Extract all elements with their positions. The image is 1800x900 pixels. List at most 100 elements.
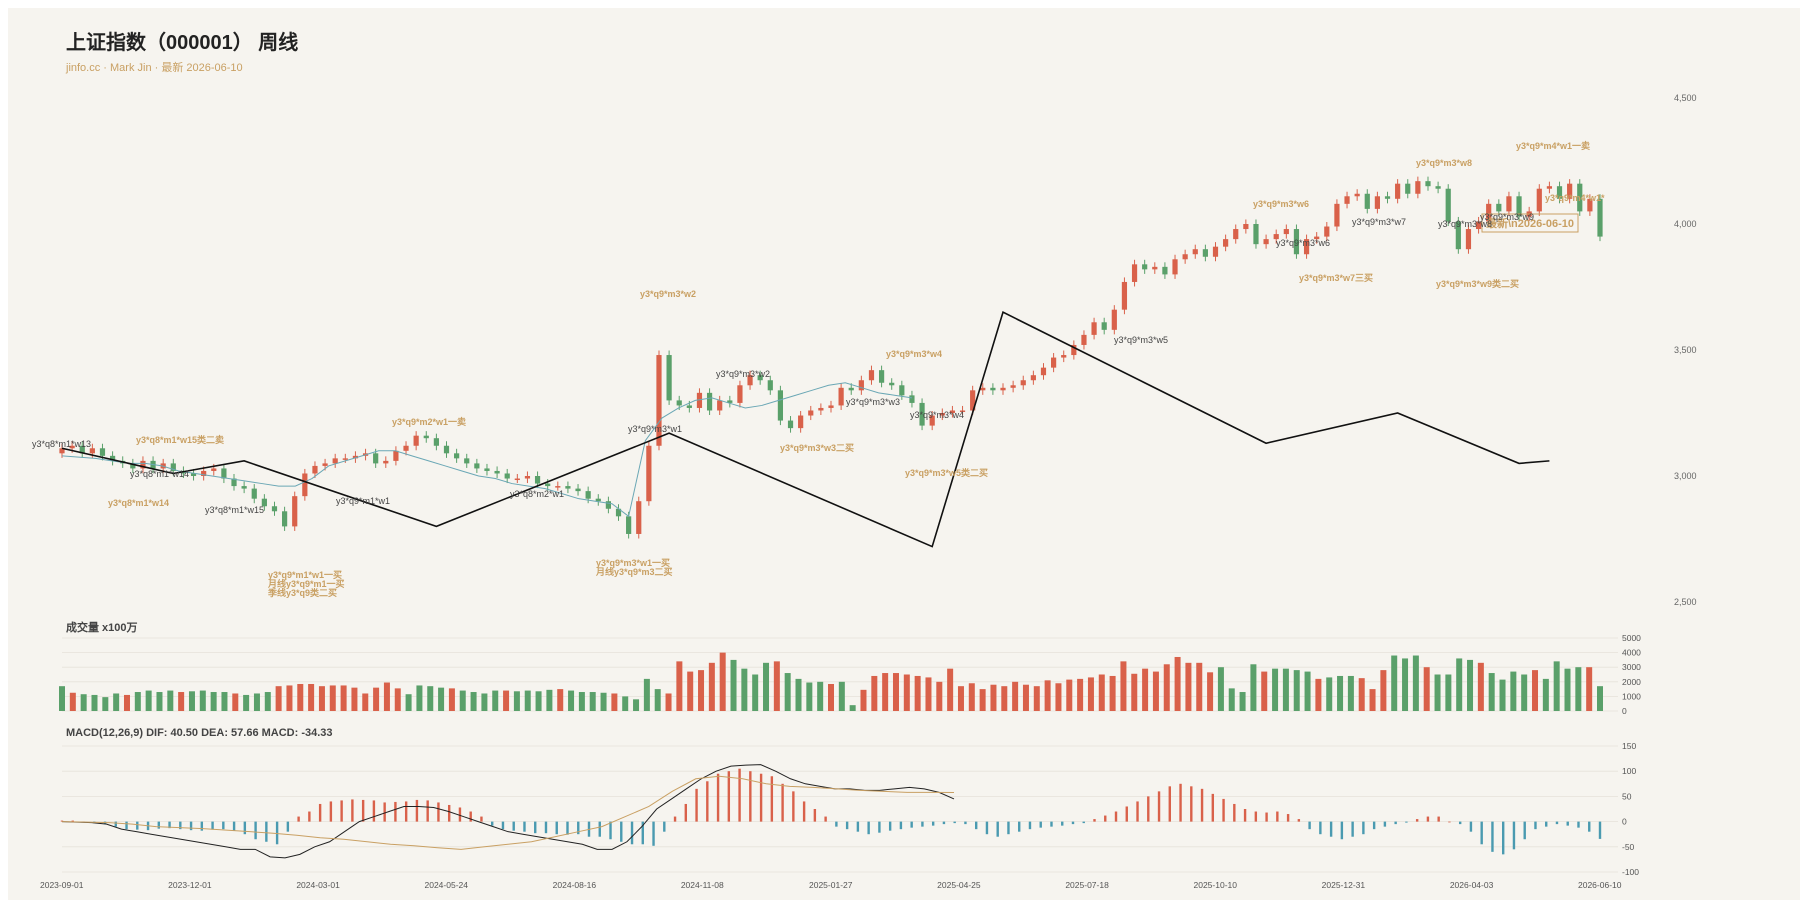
macd-bar (125, 821, 128, 830)
candle-body (808, 410, 814, 416)
macd-bar (1190, 786, 1193, 822)
candle-body (1121, 281, 1128, 310)
macd-bar (1351, 821, 1354, 837)
volume-bar (1510, 671, 1517, 711)
volume-bar (589, 692, 596, 711)
candle-body (1567, 183, 1573, 199)
volume-bar (957, 686, 964, 711)
candle-body (1263, 239, 1269, 245)
volume-bar (622, 696, 629, 711)
volume-bar (1142, 668, 1149, 711)
volume-bar (1120, 661, 1127, 711)
macd-bar (60, 820, 64, 822)
volume-bar (1315, 678, 1322, 711)
volume-bar (405, 694, 412, 711)
annotation-dark: y3*q9*m3*w2 (716, 369, 770, 379)
volume-bar (1012, 681, 1019, 711)
macd-bar (1512, 821, 1516, 850)
candle-body (1536, 188, 1542, 212)
volume-bar (340, 685, 347, 711)
candle-body (1435, 186, 1441, 189)
volume-bar (91, 694, 98, 711)
volume-bar (849, 705, 856, 711)
macd-bar (426, 800, 429, 822)
annotation-gold: y3*q9*m3*w8 (1416, 158, 1472, 168)
macd-bar (1179, 783, 1182, 822)
macd-bar (1448, 821, 1451, 823)
candle-body (1283, 229, 1289, 235)
candle-body (1182, 254, 1188, 260)
macd-bar (523, 821, 526, 832)
volume-bar (568, 690, 575, 711)
candle-body (312, 465, 318, 474)
macd-bar (114, 821, 117, 827)
candle-body (413, 435, 419, 446)
candle-body (484, 468, 490, 471)
volume-bar (1564, 668, 1571, 711)
x-tick-label: 2024-08-16 (553, 880, 597, 890)
volume-bar (979, 689, 986, 711)
macd-bar (222, 821, 225, 830)
volume-bar (1055, 683, 1062, 711)
annotation-gold: y3*q9*m1*w1一买 (268, 570, 342, 580)
candle-body (130, 463, 136, 469)
annotation-dark: y3*q9*m3*w3 (846, 397, 900, 407)
candle-body (1374, 196, 1380, 209)
candle-body (1415, 181, 1421, 194)
macd-bar (684, 803, 688, 822)
candle-body (939, 413, 945, 416)
volume-bar (687, 671, 694, 711)
volume-bar (936, 681, 943, 711)
macd-bar (1491, 821, 1494, 852)
candle-body (565, 486, 571, 489)
macd-bar (1372, 821, 1376, 830)
macd-bar (845, 821, 849, 830)
annotation-dark: y3*q9*m3*w7 (1352, 217, 1406, 227)
candle-body (545, 483, 551, 487)
candle-body (524, 476, 531, 479)
candle-body (1010, 385, 1016, 388)
annotation-gold: y3*q9*m3*w3二买 (780, 443, 854, 453)
macd-y-tick-label: -50 (1622, 842, 1635, 852)
macd-bar (243, 821, 247, 835)
macd-bar (1018, 821, 1021, 832)
annotation-dark: y3*q9*m3*w1 (628, 424, 682, 434)
candle-body (706, 392, 713, 411)
macd-bar (361, 799, 365, 822)
macd-bar (835, 821, 838, 827)
macd-bar (792, 791, 795, 822)
candle-body (302, 473, 308, 497)
macd-bar (136, 821, 139, 830)
volume-bar (1521, 674, 1528, 711)
macd-bar (1028, 821, 1032, 830)
volume-bar (1542, 678, 1549, 711)
volume-bar (633, 699, 640, 711)
x-tick-label: 2025-12-31 (1322, 880, 1366, 890)
candle-body (1324, 226, 1330, 237)
volume-bar (643, 678, 650, 711)
annotation-gold: 最新\n2026-06-10 (1486, 216, 1574, 230)
volume-bar (188, 691, 195, 711)
latest-label-box (1481, 213, 1579, 233)
candle-body (585, 491, 591, 499)
macd-bar (286, 821, 290, 832)
price-y-tick-label: 3,500 (1674, 345, 1697, 355)
macd-bar (813, 809, 817, 822)
macd-bar (598, 821, 601, 837)
macd-bar (1050, 821, 1053, 827)
candle-body (59, 448, 65, 454)
volume-bar (611, 693, 618, 711)
volume-title: 成交量 x100万 (66, 622, 138, 634)
x-tick-label: 2026-06-10 (1578, 880, 1622, 890)
volume-bar (1001, 686, 1008, 711)
page-subtitle: jinfo.cc · Mark Jin · 最新 2026-06-10 (66, 62, 243, 74)
macd-bar (1534, 821, 1537, 830)
macd-bar (1545, 821, 1548, 827)
candle-body (231, 478, 237, 487)
volume-bar (892, 673, 899, 711)
x-tick-label: 2025-04-25 (937, 880, 981, 890)
volume-bar (1575, 667, 1582, 711)
annotation-gold: y3*q8*m1*w15类二卖 (136, 434, 224, 445)
candle-body (1152, 266, 1158, 270)
macd-bar (899, 821, 903, 830)
